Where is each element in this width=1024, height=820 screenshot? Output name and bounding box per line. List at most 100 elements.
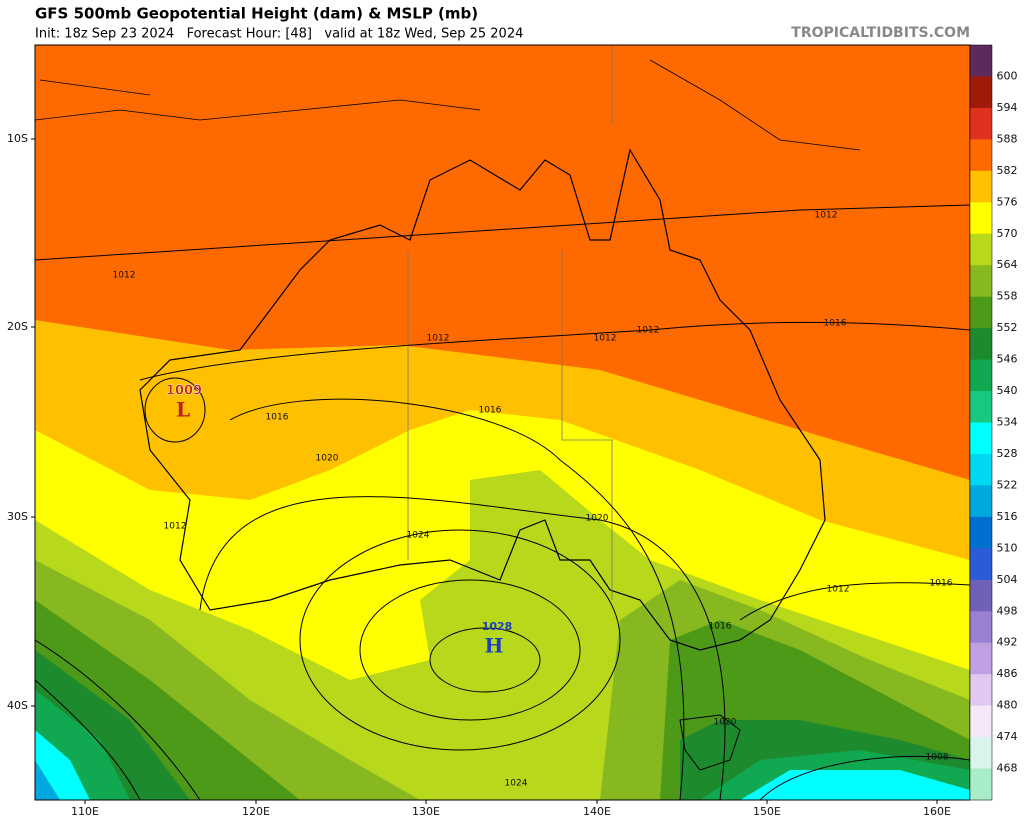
colorbar-swatch bbox=[970, 485, 992, 518]
height-field bbox=[35, 45, 970, 800]
coastline bbox=[35, 59, 861, 151]
lon-label: 160E bbox=[923, 805, 951, 818]
lat-label: 30S bbox=[7, 510, 28, 523]
isobar-label: 1012 bbox=[164, 522, 187, 532]
lat-label: 10S bbox=[7, 132, 28, 145]
isobar-label: 1020 bbox=[714, 718, 737, 728]
colorbar-label: 588 bbox=[997, 132, 1018, 145]
colorbar-label: 522 bbox=[997, 478, 1018, 491]
colorbar-label: 486 bbox=[997, 667, 1018, 680]
colorbar-label: 570 bbox=[997, 227, 1018, 240]
subtitle: Init: 18z Sep 23 2024 Forecast Hour: [48… bbox=[35, 27, 523, 42]
height-band bbox=[35, 760, 60, 800]
title: GFS 500mb Geopotential Height (dam) & MS… bbox=[35, 5, 478, 23]
isobar-label: 1016 bbox=[266, 413, 289, 423]
lon-label: 130E bbox=[412, 805, 440, 818]
isobar bbox=[229, 398, 685, 800]
colorbar-swatch bbox=[970, 453, 992, 486]
isobar-label: 1016 bbox=[824, 319, 847, 329]
isobar-label: 1016 bbox=[930, 579, 953, 589]
border bbox=[407, 45, 613, 600]
colorbar-label: 546 bbox=[997, 353, 1018, 366]
colorbar-frame bbox=[969, 44, 993, 801]
colorbar-swatch bbox=[970, 705, 992, 738]
isobar-label: 1020 bbox=[316, 454, 339, 464]
overlay bbox=[35, 45, 970, 800]
isobar bbox=[199, 496, 726, 800]
colorbar-label: 528 bbox=[997, 447, 1018, 460]
colorbar-swatch bbox=[970, 45, 992, 77]
height-band bbox=[740, 770, 970, 800]
colorbar-label: 552 bbox=[997, 321, 1018, 334]
isobar bbox=[299, 529, 621, 751]
colorbar-label: 498 bbox=[997, 604, 1018, 617]
isobar-label: 1016 bbox=[479, 406, 502, 416]
colorbar-swatch bbox=[970, 139, 992, 172]
isobar bbox=[35, 639, 970, 800]
isobar-label: 1012 bbox=[113, 271, 136, 281]
coastline bbox=[139, 148, 826, 651]
colorbar-swatch bbox=[970, 422, 992, 455]
colorbar-label: 582 bbox=[997, 164, 1018, 177]
colorbar-label: 558 bbox=[997, 290, 1018, 303]
colorbar-swatch bbox=[970, 768, 992, 801]
colorbar-swatch bbox=[970, 737, 992, 770]
isobar-label: 1024 bbox=[505, 779, 528, 789]
isobar-label: 1012 bbox=[815, 211, 838, 221]
colorbar-swatch bbox=[970, 359, 992, 392]
colorbar-swatch bbox=[970, 516, 992, 549]
colorbar-swatch bbox=[970, 107, 992, 140]
coastline bbox=[679, 714, 741, 771]
lat-label: 40S bbox=[7, 699, 28, 712]
isobar-label: 1016 bbox=[709, 622, 732, 632]
colorbar-label: 468 bbox=[997, 762, 1018, 775]
colorbar-label: 474 bbox=[997, 730, 1018, 743]
colorbar-swatch bbox=[970, 170, 992, 203]
colorbar-label: 510 bbox=[997, 541, 1018, 554]
colorbar-label: 564 bbox=[997, 258, 1018, 271]
lon-label: 150E bbox=[753, 805, 781, 818]
colorbar-swatch bbox=[970, 296, 992, 329]
low-pressure: 1009 bbox=[166, 384, 202, 399]
colorbar-label: 540 bbox=[997, 384, 1018, 397]
labels: 10S 20S 30S 40S 110E 120E 130E 140E 150E 160E 1012… bbox=[7, 132, 953, 818]
colorbar-swatch bbox=[970, 265, 992, 298]
colorbar-label: 576 bbox=[997, 195, 1018, 208]
lon-label: 120E bbox=[242, 805, 270, 818]
watermark: TROPICALTIDBITS.COM bbox=[791, 25, 970, 41]
colorbar-swatch bbox=[970, 611, 992, 644]
colorbar-swatch bbox=[970, 548, 992, 581]
colorbar: 600 594 588 582 576 570 564 558 552 546 540 534 528 5… bbox=[969, 44, 1018, 801]
isobar-label: 1012 bbox=[637, 326, 660, 336]
colorbar-label: 504 bbox=[997, 573, 1018, 586]
colorbar-swatch bbox=[970, 674, 992, 707]
colorbar-swatch bbox=[970, 76, 992, 109]
isobar bbox=[35, 204, 970, 261]
low-symbol: L bbox=[176, 398, 190, 422]
lon-label: 140E bbox=[583, 805, 611, 818]
isobar-label: 1012 bbox=[427, 334, 450, 344]
lat-label: 20S bbox=[7, 320, 28, 333]
isobar bbox=[739, 582, 970, 621]
colorbar-swatch bbox=[970, 233, 992, 266]
colorbar-swatch bbox=[970, 202, 992, 235]
colorbar-swatch bbox=[970, 391, 992, 423]
isobar-label: 1024 bbox=[407, 531, 430, 541]
colorbar-swatch bbox=[970, 328, 992, 361]
low-isobar bbox=[144, 377, 206, 443]
high-symbol: H bbox=[485, 634, 504, 658]
isobar-label: 1020 bbox=[586, 514, 609, 524]
lon-label: 110E bbox=[71, 805, 99, 818]
colorbar-label: 534 bbox=[997, 416, 1018, 429]
isobar-label: 1012 bbox=[827, 585, 850, 595]
isobar bbox=[429, 627, 541, 693]
colorbar-label: 492 bbox=[997, 636, 1018, 649]
isobar bbox=[139, 322, 970, 381]
isobar-label: 1008 bbox=[926, 753, 949, 763]
colorbar-label: 594 bbox=[997, 101, 1018, 114]
colorbar-label: 480 bbox=[997, 699, 1018, 712]
high-pressure: 1028 bbox=[482, 620, 513, 633]
colorbar-swatch bbox=[970, 579, 992, 612]
isobar bbox=[359, 579, 581, 721]
